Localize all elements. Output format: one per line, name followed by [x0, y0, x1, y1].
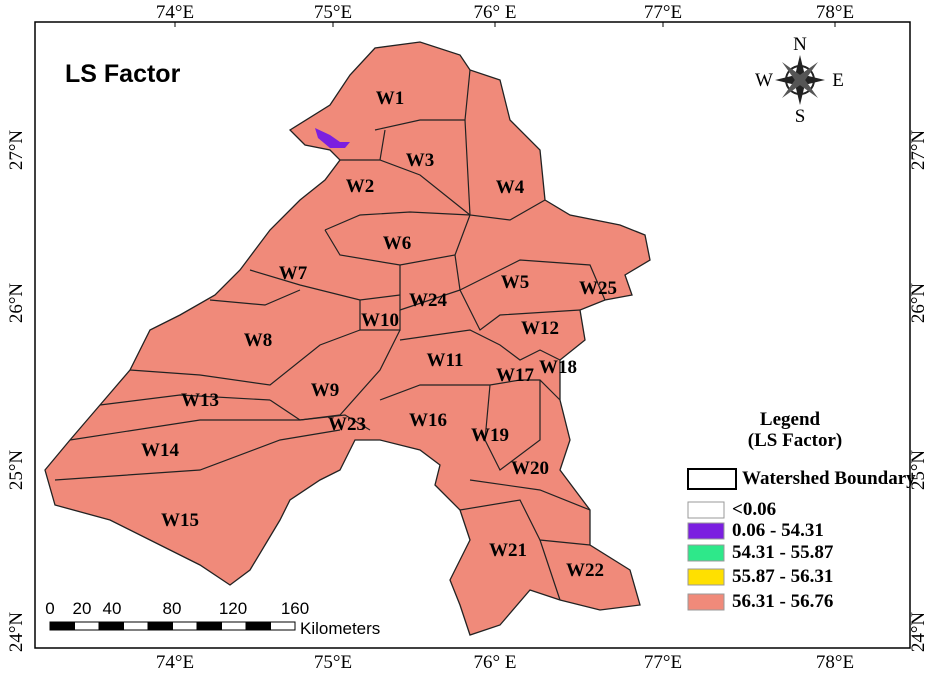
- lon-label: 77°E: [644, 2, 682, 23]
- watershed-label: W4: [496, 177, 525, 198]
- lon-label: 77°E: [644, 652, 682, 673]
- scale-label: 40: [103, 599, 122, 618]
- scale-label: 120: [219, 599, 247, 618]
- compass-letter: W: [755, 70, 773, 91]
- purple-patch: [315, 128, 350, 148]
- legend-label: Watershed Boundary: [742, 468, 916, 489]
- lon-label: 75°E: [314, 652, 352, 673]
- scale-segment: [74, 621, 100, 631]
- watershed-label: W21: [489, 540, 527, 561]
- legend-swatch: [687, 501, 725, 519]
- lat-label: 24°N: [908, 612, 929, 653]
- watershed-label: W22: [566, 560, 604, 581]
- legend-label: 54.31 - 55.87: [732, 542, 834, 563]
- scale-segment: [98, 621, 124, 631]
- watershed-label: W3: [406, 150, 435, 171]
- map-title: LS Factor: [65, 60, 181, 88]
- lon-label: 74°E: [156, 2, 194, 23]
- watershed-label: W18: [539, 357, 577, 378]
- legend-swatch: [687, 593, 725, 611]
- scale-label: 80: [163, 599, 182, 618]
- lat-label: 27°N: [908, 130, 929, 171]
- watershed-label: W15: [161, 510, 199, 531]
- legend: Legend (LS Factor): [748, 409, 842, 451]
- watershed-label: W5: [501, 272, 530, 293]
- watershed-label: W6: [383, 233, 412, 254]
- compass: [775, 55, 825, 105]
- legend-swatch: [687, 568, 725, 586]
- scale-segment: [49, 621, 75, 631]
- lat-label: 24°N: [6, 612, 27, 653]
- watershed-label: W20: [511, 458, 549, 479]
- lon-label: 78°E: [816, 652, 854, 673]
- lat-label: 26°N: [6, 283, 27, 324]
- compass-letter: S: [795, 106, 806, 127]
- lon-label: 76° E: [474, 2, 517, 23]
- watershed-label: W8: [244, 330, 273, 351]
- scale-segment: [270, 621, 296, 631]
- watershed-label: W10: [361, 310, 399, 331]
- watershed-label: W25: [579, 278, 617, 299]
- watershed-label: W23: [328, 414, 366, 435]
- legend-swatch: [687, 468, 737, 490]
- legend-title: Legend: [760, 409, 821, 430]
- lon-label: 76° E: [474, 652, 517, 673]
- scale-segment: [172, 621, 198, 631]
- watershed-boundaries: [54, 69, 606, 601]
- compass-letter: N: [793, 34, 807, 55]
- lat-label: 27°N: [6, 130, 27, 171]
- legend-label: 55.87 - 56.31: [732, 566, 833, 587]
- watershed-label: W11: [427, 350, 464, 371]
- legend-label: 56.31 - 56.76: [732, 591, 833, 612]
- lat-label: 26°N: [908, 283, 929, 324]
- scale-label: 160: [281, 599, 309, 618]
- scale-segment: [221, 621, 247, 631]
- scale-segment: [123, 621, 149, 631]
- watershed-label: W24: [409, 290, 448, 311]
- watershed-label: W17: [496, 365, 535, 386]
- legend-label: <0.06: [732, 499, 776, 520]
- watershed-label: W16: [409, 410, 447, 431]
- watershed-label: W14: [141, 440, 180, 461]
- lon-label: 75°E: [314, 2, 352, 23]
- watershed-label: W7: [279, 263, 308, 284]
- scale-segment: [147, 621, 173, 631]
- lat-label: 25°N: [6, 450, 27, 491]
- watershed-label: W1: [376, 88, 405, 109]
- lat-label: 25°N: [908, 450, 929, 491]
- lon-label: 78°E: [816, 2, 854, 23]
- watershed-label: W19: [471, 425, 509, 446]
- scale-label: 20: [73, 599, 92, 618]
- watershed-label: W2: [346, 176, 375, 197]
- watershed-label: W13: [181, 390, 219, 411]
- lon-label: 74°E: [156, 652, 194, 673]
- legend-swatch: [687, 544, 725, 562]
- compass-letter: E: [832, 70, 844, 91]
- legend-subtitle: (LS Factor): [748, 430, 842, 451]
- legend-swatch: [687, 522, 725, 540]
- watershed-label: W12: [521, 318, 559, 339]
- scale-segment: [245, 621, 271, 631]
- scale-label: 0: [45, 599, 54, 618]
- watershed-label: W9: [311, 380, 340, 401]
- scale-unit: Kilometers: [300, 619, 380, 638]
- scale-segment: [196, 621, 222, 631]
- legend-label: 0.06 - 54.31: [732, 520, 824, 541]
